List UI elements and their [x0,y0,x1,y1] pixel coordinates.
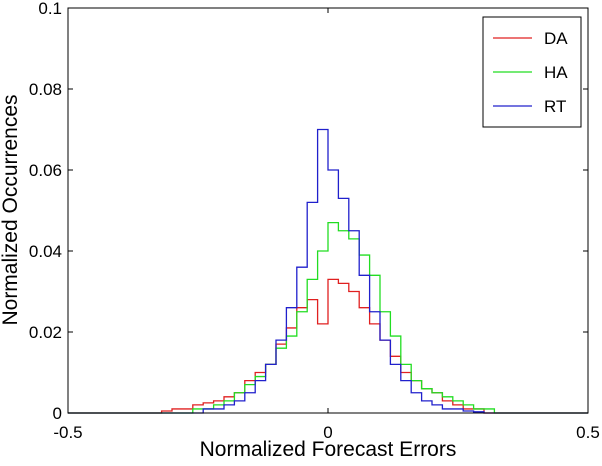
x-axis-title: Normalized Forecast Errors [200,438,457,461]
y-tick-label: 0.06 [29,161,62,180]
y-tick-label: 0 [53,404,62,423]
legend-label-rt: RT [544,97,566,116]
legend-items: DA HA RT [493,29,568,116]
x-tick-label: 0.5 [576,423,600,442]
x-tick-label: 0 [323,423,332,442]
y-tick-label: 0.04 [29,242,62,261]
legend-label-da: DA [544,29,568,48]
y-tick-label: 0.1 [38,0,62,18]
series-line-ha [68,222,588,414]
x-tick-label: -0.5 [53,423,82,442]
y-tick-label: 0.08 [29,80,62,99]
series-line-rt [68,128,588,414]
series-line-da [68,278,588,414]
y-axis-title: Normalized Occurrences [0,94,22,325]
series-layer [68,128,588,414]
y-tick-label: 0.02 [29,323,62,342]
ticks-layer: -0.5 0 0.500.020.040.060.080.1 [29,0,600,442]
legend: DA HA RT [482,16,582,128]
legend-label-ha: HA [544,63,568,82]
